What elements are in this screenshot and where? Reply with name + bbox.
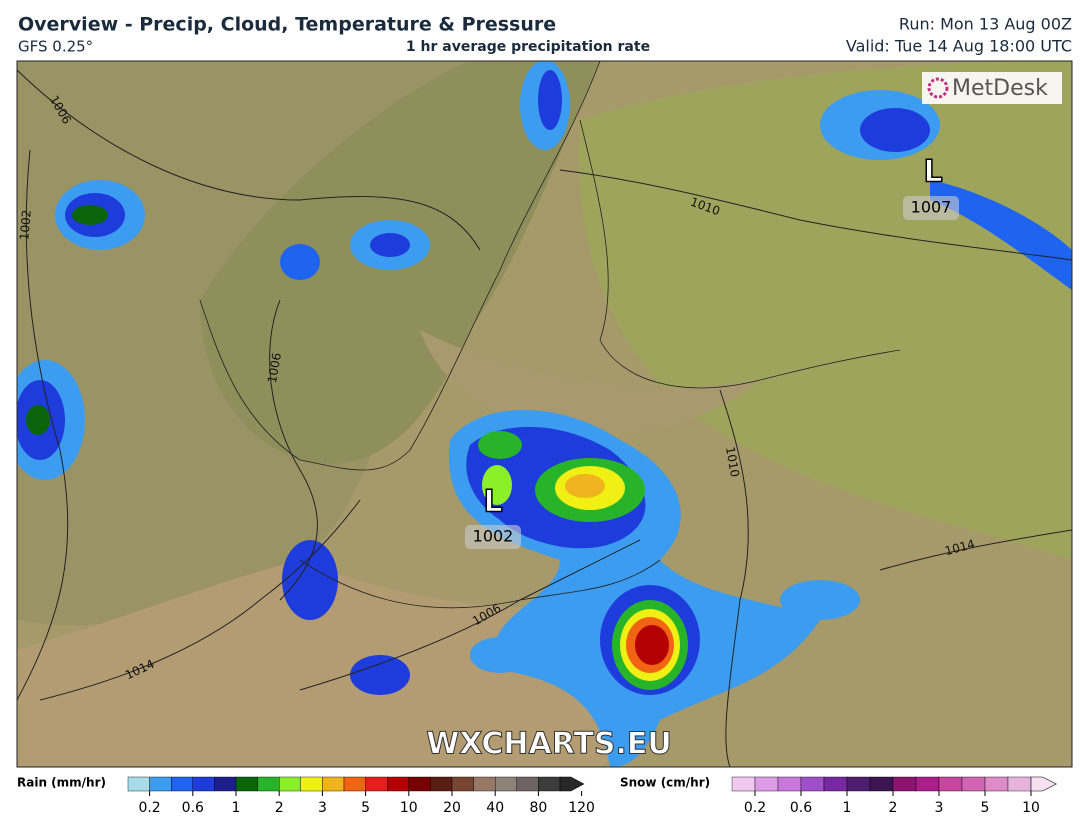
- logo-box: [922, 72, 1062, 104]
- model: GFS 0.25°: [18, 38, 93, 56]
- rain-swatch: [495, 776, 518, 792]
- rain-swatch: [235, 776, 258, 792]
- rain-swatch: [300, 776, 323, 792]
- rain-swatch: [430, 776, 453, 792]
- sea: [420, 330, 760, 434]
- low-symbol: L: [483, 485, 502, 520]
- snow-tick-label: 0.6: [790, 800, 812, 816]
- isobar-label: 1006: [265, 352, 284, 385]
- rain-tick-label: 20: [443, 800, 461, 816]
- rain-swatch: [343, 776, 366, 792]
- snow-swatch: [915, 776, 940, 792]
- isobar-label: 1010: [723, 446, 742, 479]
- rain-tick-label: 10: [400, 800, 418, 816]
- logo: MetDesk: [952, 76, 1048, 101]
- rain-swatch: [408, 776, 431, 792]
- rain-swatch: [387, 776, 410, 792]
- coastlines: [199, 61, 901, 609]
- pressure-box: [465, 525, 521, 549]
- low-pressure: 1007: [911, 198, 952, 217]
- rain-tick-label: 2: [275, 800, 284, 816]
- snow-swatch: [961, 776, 986, 792]
- title: Overview - Precip, Cloud, Temperature & …: [18, 14, 556, 36]
- snow-label: Snow (cm/hr): [620, 776, 710, 790]
- watermark: WXCHARTS.EU: [426, 727, 672, 762]
- snow-arrow: [1030, 776, 1057, 792]
- isobar-label: 1002: [17, 209, 34, 241]
- rain-tick-label: 120: [568, 800, 595, 816]
- rain-swatch: [322, 776, 345, 792]
- run-time: Run: Mon 13 Aug 00Z: [899, 15, 1072, 34]
- valid-time: Valid: Tue 14 Aug 18:00 UTC: [846, 37, 1072, 56]
- snow-swatch: [869, 776, 894, 792]
- snow-tick-label: 1: [843, 800, 852, 816]
- rain-swatch: [149, 776, 172, 792]
- logo-icon: [927, 77, 949, 99]
- rain-swatch: [516, 776, 539, 792]
- rain-swatch: [451, 776, 474, 792]
- rain-swatch: [279, 776, 302, 792]
- snow-tick-label: 2: [889, 800, 898, 816]
- rain-swatch: [192, 776, 215, 792]
- rain-tick-label: 80: [529, 800, 547, 816]
- rain-swatch: [365, 776, 388, 792]
- snow-tick-label: 5: [981, 800, 990, 816]
- precip: [17, 61, 1072, 767]
- low-symbol: L: [923, 155, 942, 190]
- map-frame: [16, 60, 1073, 768]
- pressure-box: [903, 196, 959, 220]
- rain-swatch: [473, 776, 496, 792]
- snow-swatch: [1007, 776, 1032, 792]
- snow-swatch: [800, 776, 825, 792]
- rain-tick-label: 3: [318, 800, 327, 816]
- snow-tick-label: 0.2: [744, 800, 766, 816]
- rain-tick-label: 40: [486, 800, 504, 816]
- rain-swatch: [170, 776, 193, 792]
- snow-swatch: [754, 776, 779, 792]
- rain-tick-label: 1: [232, 800, 241, 816]
- snow-swatch: [731, 776, 756, 792]
- snow-swatch: [984, 776, 1009, 792]
- snow-swatch: [777, 776, 802, 792]
- rain-tick-label: 0.2: [138, 800, 160, 816]
- product: 1 hr average precipitation rate: [406, 39, 650, 55]
- rain-tick-label: 5: [361, 800, 370, 816]
- snow-swatch: [892, 776, 917, 792]
- rain-swatch: [214, 776, 237, 792]
- rain-tick-label: 0.6: [182, 800, 204, 816]
- isobars: [17, 69, 1072, 767]
- rain-arrow: [559, 776, 585, 792]
- snow-tick-label: 3: [935, 800, 944, 816]
- snow-swatch: [938, 776, 963, 792]
- snow-tick-label: 10: [1022, 800, 1040, 816]
- snow-swatch: [823, 776, 848, 792]
- snow-swatch: [846, 776, 871, 792]
- low-pressure: 1002: [473, 527, 514, 546]
- rain-swatch: [538, 776, 561, 792]
- rain-label: Rain (mm/hr): [17, 776, 106, 790]
- rain-swatch: [127, 776, 150, 792]
- rain-swatch: [257, 776, 280, 792]
